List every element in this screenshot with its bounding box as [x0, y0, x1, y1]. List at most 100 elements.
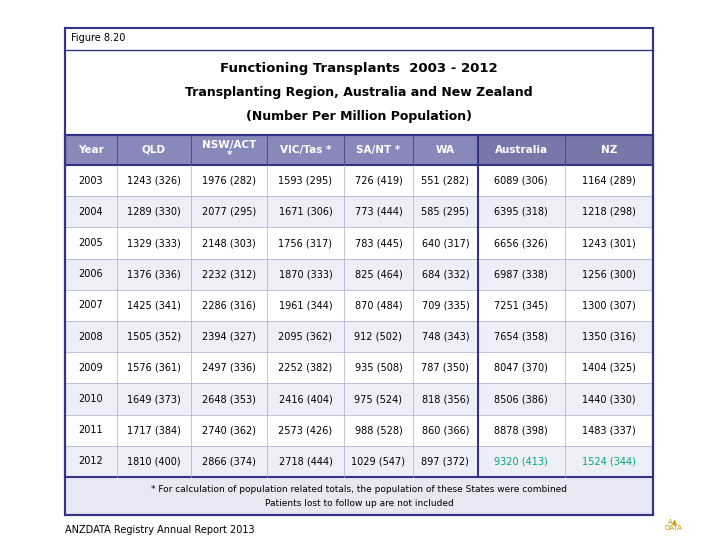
Text: NZ: NZ	[600, 145, 617, 155]
Text: 2394 (327): 2394 (327)	[202, 332, 256, 342]
Text: 9320 (413): 9320 (413)	[495, 456, 548, 467]
Text: 773 (444): 773 (444)	[354, 207, 402, 217]
Bar	[65, 227, 653, 259]
Text: 860 (366): 860 (366)	[422, 425, 469, 435]
Text: NSW/ACT: NSW/ACT	[202, 140, 256, 150]
Text: WA: WA	[436, 145, 455, 155]
Text: 818 (356): 818 (356)	[422, 394, 469, 404]
Bar	[65, 196, 653, 227]
Text: 8047 (370): 8047 (370)	[495, 363, 548, 373]
Text: 870 (484): 870 (484)	[354, 300, 402, 310]
Text: 1243 (301): 1243 (301)	[582, 238, 636, 248]
Text: 2005: 2005	[78, 238, 103, 248]
Text: 2010: 2010	[78, 394, 103, 404]
Text: 1961 (344): 1961 (344)	[279, 300, 333, 310]
Text: 2009: 2009	[78, 363, 103, 373]
Text: 825 (464): 825 (464)	[354, 269, 402, 279]
Text: 2718 (444): 2718 (444)	[279, 456, 333, 467]
Text: 1404 (325): 1404 (325)	[582, 363, 636, 373]
Text: 1440 (330): 1440 (330)	[582, 394, 636, 404]
Text: 935 (508): 935 (508)	[354, 363, 402, 373]
Bar	[65, 135, 478, 165]
Text: 783 (445): 783 (445)	[354, 238, 402, 248]
Bar	[65, 28, 653, 50]
Text: 2008: 2008	[78, 332, 103, 342]
Text: 1870 (333): 1870 (333)	[279, 269, 333, 279]
Text: 8878 (398): 8878 (398)	[495, 425, 548, 435]
Bar	[65, 290, 653, 321]
Text: 2740 (362): 2740 (362)	[202, 425, 256, 435]
Text: Year: Year	[78, 145, 104, 155]
Bar	[65, 383, 653, 415]
Text: 2416 (404): 2416 (404)	[279, 394, 333, 404]
Text: 2148 (303): 2148 (303)	[202, 238, 256, 248]
Text: * For calculation of population related totals, the population of these States w: * For calculation of population related …	[151, 484, 567, 494]
Text: 2648 (353): 2648 (353)	[202, 394, 256, 404]
Bar	[65, 28, 653, 515]
Text: 7654 (358): 7654 (358)	[495, 332, 549, 342]
Text: Patients lost to follow up are not included: Patients lost to follow up are not inclu…	[265, 498, 454, 508]
Text: ANZDATA Registry Annual Report 2013: ANZDATA Registry Annual Report 2013	[65, 525, 255, 535]
Text: 897 (372): 897 (372)	[421, 456, 469, 467]
Bar	[65, 321, 653, 352]
Text: 1593 (295): 1593 (295)	[279, 176, 333, 186]
Text: 1810 (400): 1810 (400)	[127, 456, 181, 467]
Bar	[65, 415, 653, 446]
Text: 2012: 2012	[78, 456, 103, 467]
Text: 1524 (344): 1524 (344)	[582, 456, 636, 467]
Bar	[65, 259, 653, 290]
Text: 1329 (333): 1329 (333)	[127, 238, 181, 248]
Text: 640 (317): 640 (317)	[422, 238, 469, 248]
Text: 2007: 2007	[78, 300, 103, 310]
Bar	[65, 352, 653, 383]
Bar	[65, 446, 653, 477]
Text: 1243 (326): 1243 (326)	[127, 176, 181, 186]
Text: 2286 (316): 2286 (316)	[202, 300, 256, 310]
Text: 6089 (306): 6089 (306)	[495, 176, 548, 186]
Text: 1649 (373): 1649 (373)	[127, 394, 181, 404]
Text: 1483 (337): 1483 (337)	[582, 425, 636, 435]
Text: 684 (332): 684 (332)	[422, 269, 469, 279]
Text: 6656 (326): 6656 (326)	[495, 238, 548, 248]
Text: 2077 (295): 2077 (295)	[202, 207, 256, 217]
Text: A▲
DATA: A▲ DATA	[664, 518, 682, 531]
Text: 748 (343): 748 (343)	[422, 332, 469, 342]
Text: 1756 (317): 1756 (317)	[279, 238, 333, 248]
Text: 7251 (345): 7251 (345)	[494, 300, 549, 310]
Text: 1218 (298): 1218 (298)	[582, 207, 636, 217]
Text: 1671 (306): 1671 (306)	[279, 207, 333, 217]
Text: 912 (502): 912 (502)	[354, 332, 402, 342]
Bar	[65, 28, 653, 515]
Text: 1505 (352): 1505 (352)	[127, 332, 181, 342]
Text: 1029 (547): 1029 (547)	[351, 456, 405, 467]
Text: 2232 (312): 2232 (312)	[202, 269, 256, 279]
Text: 2004: 2004	[78, 207, 103, 217]
Text: 988 (528): 988 (528)	[354, 425, 402, 435]
Text: 1164 (289): 1164 (289)	[582, 176, 636, 186]
Bar	[65, 50, 653, 135]
Text: 726 (419): 726 (419)	[354, 176, 402, 186]
Text: 1425 (341): 1425 (341)	[127, 300, 181, 310]
Text: 2252 (382): 2252 (382)	[279, 363, 333, 373]
Text: 2003: 2003	[78, 176, 103, 186]
Bar	[65, 477, 653, 515]
Text: 2095 (362): 2095 (362)	[279, 332, 333, 342]
Text: 709 (335): 709 (335)	[422, 300, 469, 310]
Text: 1289 (330): 1289 (330)	[127, 207, 181, 217]
Text: Australia: Australia	[495, 145, 548, 155]
Text: 1576 (361): 1576 (361)	[127, 363, 181, 373]
Text: Figure 8.20: Figure 8.20	[71, 33, 125, 43]
Text: QLD: QLD	[142, 145, 166, 155]
Text: (Number Per Million Population): (Number Per Million Population)	[246, 110, 472, 123]
Text: 585 (295): 585 (295)	[421, 207, 469, 217]
Text: Transplanting Region, Australia and New Zealand: Transplanting Region, Australia and New …	[185, 86, 533, 99]
Text: 2497 (336): 2497 (336)	[202, 363, 256, 373]
Text: 1256 (300): 1256 (300)	[582, 269, 636, 279]
Text: 551 (282): 551 (282)	[421, 176, 469, 186]
Text: *: *	[226, 150, 232, 160]
Text: 1350 (316): 1350 (316)	[582, 332, 636, 342]
Text: 6395 (318): 6395 (318)	[495, 207, 548, 217]
Text: 975 (524): 975 (524)	[354, 394, 402, 404]
Text: 6987 (338): 6987 (338)	[495, 269, 548, 279]
Bar	[478, 135, 653, 165]
